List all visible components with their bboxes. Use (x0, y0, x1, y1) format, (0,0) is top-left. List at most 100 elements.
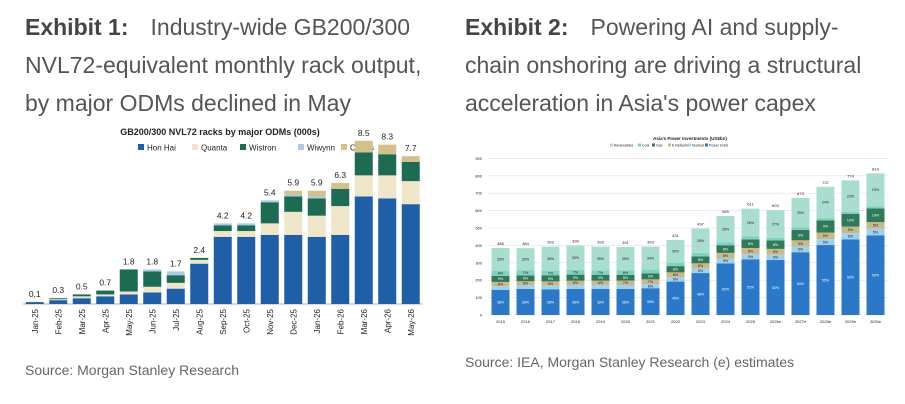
seg-label-2017-1: 7% (548, 271, 554, 275)
exhibit-1-heading: Exhibit 1: Industry-wide GB200/300 NVL72-… (25, 8, 450, 122)
legend2-label-2: Gas (656, 144, 663, 148)
seg-label-2029e-3: 5% (848, 228, 854, 232)
legend-swatch-3 (298, 144, 304, 150)
bar-Apr-26-quanta (378, 175, 397, 199)
bar-Nov-25-hon-hai (260, 234, 279, 304)
bar-Aug-25-wistron (190, 257, 209, 260)
bar2-2015-e-networks (491, 281, 510, 287)
bar2-2029e-renewables (841, 180, 860, 212)
seg-label-2028e-3: 5% (823, 234, 829, 238)
bar-Apr-25-wistron (96, 290, 115, 295)
seg-label-2020-0: 35% (622, 257, 630, 261)
bar2-2025-power-grids (741, 259, 760, 315)
bar2-2027e-nuclear (791, 246, 810, 253)
bar2-2015-coal (491, 270, 510, 276)
bar2-2030e-e-networks (866, 222, 885, 229)
seg-label-2030e-4: 5% (873, 230, 879, 234)
bar-Apr-26-wistron (378, 154, 397, 176)
bar2-2028e-gas (816, 220, 835, 233)
bar-Dec-25-others (284, 190, 303, 195)
bar2-2020-renewables (616, 246, 635, 271)
bar-May-26-wistron (401, 161, 420, 182)
bar-Nov-25-wiwynn (260, 200, 279, 203)
bar2-2023-renewables (691, 228, 710, 253)
bar-Jul-25-wiwynn (166, 271, 185, 276)
bar2-2022-coal (666, 262, 685, 267)
chart-2-title: Asia's Power Investments (US$bn) (653, 136, 727, 141)
x2-tick-2025: 2025 (746, 319, 756, 324)
total-label-Feb-25: 0.3 (52, 285, 64, 295)
total-label-Nov-25: 5.4 (264, 187, 276, 197)
exhibit-2-heading: Exhibit 2: Powering AI and supply-chain o… (465, 8, 890, 122)
bar-Oct-25-wiwynn (237, 223, 256, 226)
bar2-2016-e-networks (516, 281, 535, 286)
seg-label-2015-0: 33% (497, 258, 505, 262)
bar2-2030e-power-grids (866, 235, 885, 315)
bar2-2016-nuclear (516, 285, 535, 289)
bar-Feb-25-hon-hai (49, 300, 68, 304)
bar2-2027e-gas (791, 229, 810, 241)
total2-label-2018: 399 (572, 239, 579, 244)
seg-label-2019-1: 7% (598, 271, 604, 275)
total2-label-2029e: 774 (847, 173, 854, 178)
legend2-label-1: Coal (642, 144, 649, 148)
bar-Apr-26-others (378, 144, 397, 155)
bar-Sep-25-quanta (213, 231, 232, 237)
bar-Jul-25-wistron (166, 275, 185, 283)
bar-Mar-26-wistron (354, 152, 373, 176)
x-tick-Mar-26: Mar-26 (360, 308, 369, 334)
seg-label-2021-5: 39% (647, 300, 655, 304)
x-tick-Dec-25: Dec-25 (289, 308, 298, 334)
seg-label-2028e-5: 55% (822, 278, 830, 282)
bar2-2024-nuclear (716, 258, 735, 264)
bar2-2023-nuclear (691, 268, 710, 274)
seg-label-2015-2: 9% (498, 277, 504, 281)
bar2-2029e-gas (841, 213, 860, 227)
x-tick-Feb-26: Feb-26 (336, 308, 345, 334)
bar2-2022-nuclear (666, 277, 685, 282)
bar-Sep-25-hon-hai (213, 236, 232, 304)
seg-label-2029e-5: 56% (847, 276, 855, 280)
seg-label-2022-0: 30% (672, 250, 680, 254)
bar2-2018-coal (566, 269, 585, 275)
bar2-2021-coal (641, 269, 660, 274)
seg-label-2020-5: 38% (622, 300, 630, 304)
x-tick-Jul-25: Jul-25 (172, 308, 181, 330)
seg-label-2018-3: 6% (573, 281, 579, 285)
bar-Apr-26-hon-hai (378, 198, 397, 304)
bar2-2023-power-grids (691, 273, 710, 315)
bar2-2027e-power-grids (791, 252, 810, 315)
bar2-2021-nuclear (641, 284, 660, 289)
total-label-Jul-25: 1.7 (170, 258, 182, 268)
bar2-2029e-e-networks (841, 226, 860, 234)
total2-label-2020: 391 (622, 240, 629, 245)
bar-Oct-25-quanta (237, 231, 256, 237)
seg-label-2020-2: 8% (623, 276, 629, 280)
bar-Jan-26-others (307, 190, 326, 197)
bar-Jun-25-wiwynn (143, 269, 162, 272)
bar2-2017-renewables (541, 246, 560, 271)
x-tick-Oct-25: Oct-25 (242, 308, 251, 333)
total-label-Apr-25: 0.7 (99, 278, 111, 288)
exhibit-2-label: Exhibit 2: (465, 14, 569, 40)
seg-label-2026e-0: 27% (772, 222, 780, 226)
bar2-2020-coal (616, 270, 635, 275)
legend2-label-4: Nuclear (692, 144, 705, 148)
bar2-2017-power-grids (541, 289, 560, 315)
bar2-2022-gas (666, 266, 685, 273)
seg-label-2027e-4: 5% (798, 248, 804, 252)
seg-label-2023-2: 8% (698, 258, 704, 262)
seg-label-2016-2: 9% (523, 277, 529, 281)
bar2-2029e-nuclear (841, 233, 860, 240)
seg-label-2019-5: 38% (597, 300, 605, 304)
bar2-2019-coal (591, 270, 610, 275)
bar2-2017-nuclear (541, 285, 560, 290)
legend-swatch-0 (138, 144, 144, 150)
bar2-2026e-gas (766, 240, 785, 249)
legend-swatch-1 (192, 144, 198, 150)
seg-label-2022-2: 8% (673, 268, 679, 272)
bar-Apr-25-hon-hai (96, 296, 115, 304)
seg-label-2022-3: 6% (673, 273, 679, 277)
bar-Jun-25-quanta (143, 286, 162, 293)
bar2-2024-gas (716, 245, 735, 253)
